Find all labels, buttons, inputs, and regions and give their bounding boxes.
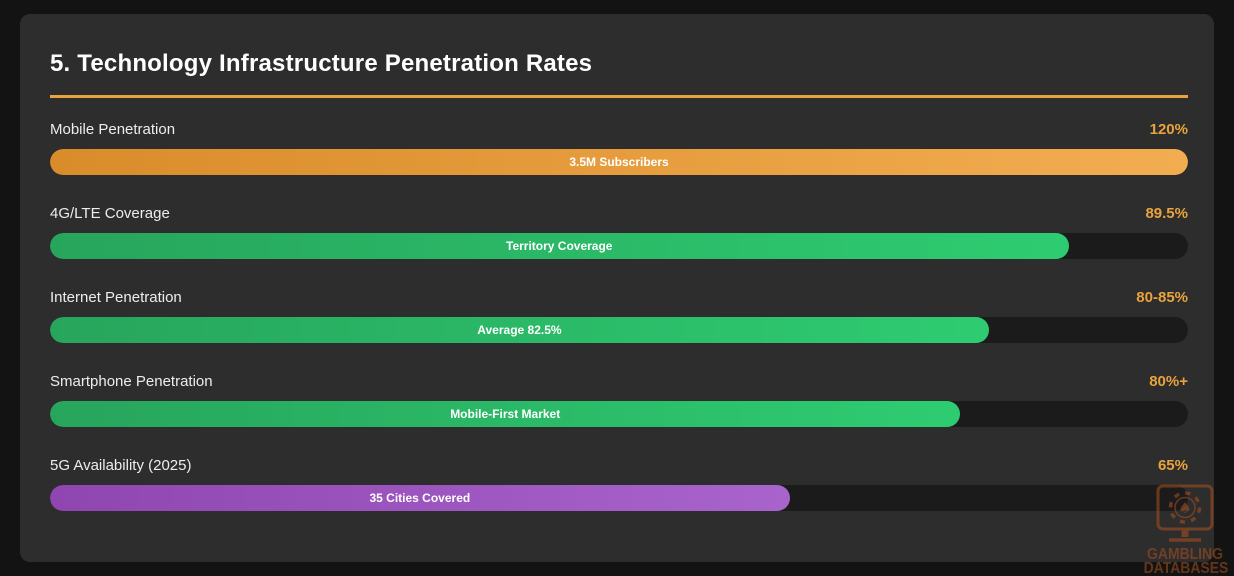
progress-row: 4G/LTE Coverage 89.5% Territory Coverage — [50, 205, 1188, 259]
progress-row: Internet Penetration 80-85% Average 82.5… — [50, 289, 1188, 343]
row-header: 4G/LTE Coverage 89.5% — [50, 205, 1188, 223]
chart-card: 5. Technology Infrastructure Penetration… — [20, 14, 1214, 562]
bar-inner-label: Mobile-First Market — [450, 407, 561, 421]
metric-value: 80-85% — [1136, 289, 1188, 306]
progress-track: Average 82.5% — [50, 317, 1188, 343]
progress-fill: 3.5M Subscribers — [50, 149, 1188, 175]
progress-fill: Territory Coverage — [50, 233, 1069, 259]
bar-inner-label: 3.5M Subscribers — [569, 155, 669, 169]
metric-value: 89.5% — [1145, 205, 1188, 222]
metric-label: 4G/LTE Coverage — [50, 205, 170, 222]
progress-fill: 35 Cities Covered — [50, 485, 790, 511]
metric-value: 120% — [1149, 121, 1188, 138]
metric-label: Internet Penetration — [50, 289, 182, 306]
bar-inner-label: Average 82.5% — [477, 323, 562, 337]
metric-value: 80%+ — [1149, 373, 1188, 390]
metric-label: Mobile Penetration — [50, 121, 176, 138]
bar-chart: Mobile Penetration 120% 3.5M Subscribers… — [50, 121, 1188, 511]
progress-row: Smartphone Penetration 80%+ Mobile-First… — [50, 373, 1188, 427]
progress-track: 35 Cities Covered — [50, 485, 1188, 511]
metric-value: 65% — [1157, 457, 1188, 474]
progress-track: Mobile-First Market — [50, 401, 1188, 427]
title-underline — [50, 95, 1188, 98]
row-header: Mobile Penetration 120% — [50, 121, 1188, 139]
progress-row: 5G Availability (2025) 65% 35 Cities Cov… — [50, 457, 1188, 511]
row-header: Internet Penetration 80-85% — [50, 289, 1188, 307]
metric-label: 5G Availability (2025) — [50, 457, 192, 474]
progress-fill: Average 82.5% — [50, 317, 989, 343]
metric-label: Smartphone Penetration — [50, 373, 213, 390]
progress-track: Territory Coverage — [50, 233, 1188, 259]
watermark-line2: DATABASES — [1143, 559, 1229, 576]
page-title: 5. Technology Infrastructure Penetration… — [50, 50, 593, 77]
progress-track: 3.5M Subscribers — [50, 149, 1188, 175]
row-header: 5G Availability (2025) 65% — [50, 457, 1188, 475]
bar-inner-label: 35 Cities Covered — [369, 491, 471, 505]
row-header: Smartphone Penetration 80%+ — [50, 373, 1188, 391]
bar-inner-label: Territory Coverage — [506, 239, 613, 253]
progress-fill: Mobile-First Market — [50, 401, 961, 427]
progress-row: Mobile Penetration 120% 3.5M Subscribers — [50, 121, 1188, 175]
